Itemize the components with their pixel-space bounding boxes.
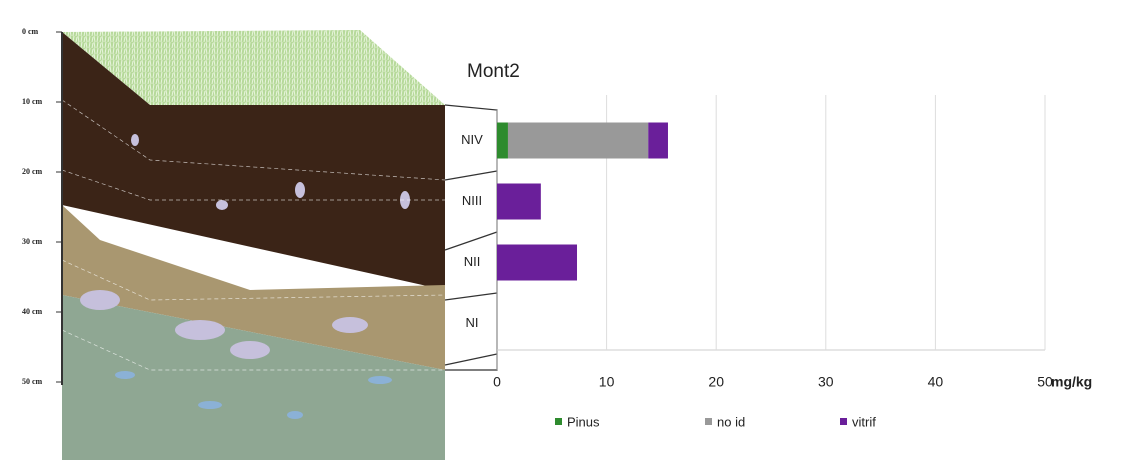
soil-diagram [61,30,498,460]
legend-swatch [840,418,847,425]
x-tick-label: 30 [818,374,834,390]
bar [507,122,649,159]
legend-label: vitrif [852,414,876,429]
depth-label: 30 cm [22,237,43,246]
x-axis-label: mg/kg [1051,374,1092,390]
depth-label: 10 cm [22,97,43,106]
x-tick-label: 0 [493,374,501,390]
bar [648,122,668,159]
y-tick-label: NIII [462,193,482,208]
stones [80,134,410,359]
depth-label: 0 cm [22,27,39,36]
blue-stones [115,371,392,419]
dark-horizon [62,32,445,290]
x-tick-label: 20 [708,374,724,390]
legend-label: no id [717,414,745,429]
horizon-lines [61,99,446,371]
depth-label: 40 cm [22,307,43,316]
x-tick-label: 10 [599,374,615,390]
bar [497,183,541,220]
y-tick-label: NI [466,315,479,330]
legend-label: Pinus [567,414,600,429]
chart-title: Mont2 [467,61,520,82]
x-tick-label: 40 [928,374,944,390]
bar [497,244,578,281]
depth-label: 20 cm [22,167,43,176]
y-tick-label: NII [464,254,481,269]
x-tick-label: 50 [1037,374,1053,390]
grass-surface [62,30,445,105]
depth-label: 50 cm [22,377,43,386]
legend-swatch [705,418,712,425]
gray-horizon [62,295,445,460]
y-tick-label: NIV [461,132,483,147]
legend-swatch [555,418,562,425]
bar [497,122,508,159]
